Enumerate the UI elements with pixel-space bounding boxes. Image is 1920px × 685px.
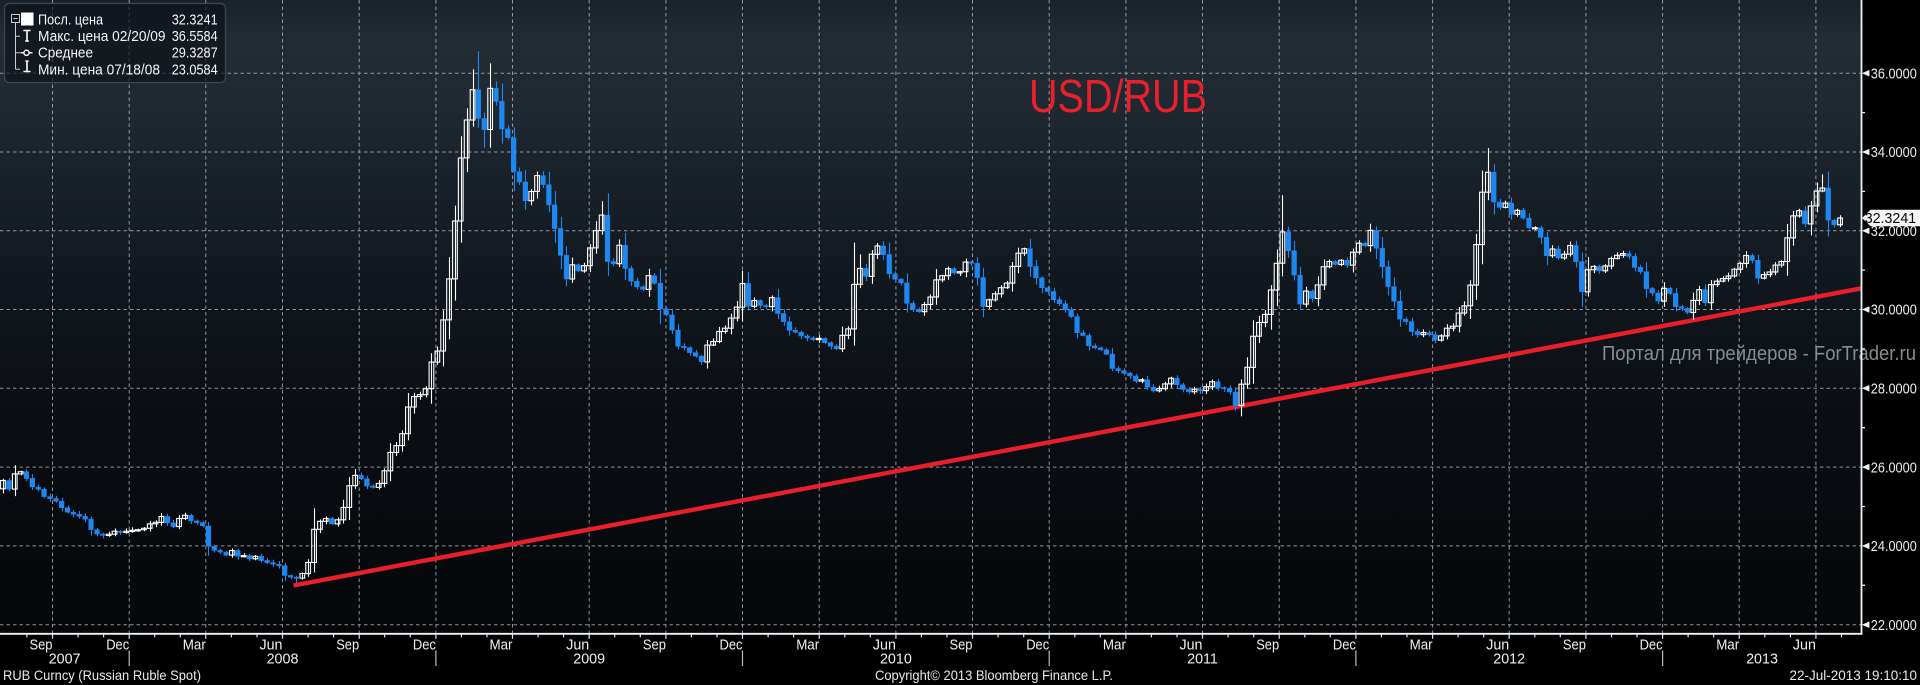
- svg-text:32.0000: 32.0000: [1871, 224, 1917, 240]
- svg-text:Среднее: Среднее: [38, 46, 93, 62]
- svg-text:36.0000: 36.0000: [1871, 66, 1917, 82]
- svg-text:USD/RUB: USD/RUB: [1029, 70, 1207, 122]
- svg-text:34.0000: 34.0000: [1871, 145, 1917, 161]
- svg-text:Sep: Sep: [950, 638, 973, 654]
- svg-text:RUB Curncy (Russian Ruble Spot: RUB Curncy (Russian Ruble Spot): [3, 668, 201, 683]
- svg-text:Jun: Jun: [566, 638, 589, 654]
- svg-text:Dec: Dec: [1333, 638, 1356, 654]
- svg-text:Mar: Mar: [1716, 638, 1739, 654]
- svg-text:Dec: Dec: [413, 638, 436, 654]
- svg-text:Sep: Sep: [336, 638, 359, 654]
- svg-text:Sep: Sep: [30, 638, 53, 654]
- svg-text:24.0000: 24.0000: [1871, 539, 1917, 555]
- svg-text:Mar: Mar: [1410, 638, 1433, 654]
- svg-text:2013: 2013: [1746, 652, 1778, 668]
- svg-text:Mar: Mar: [490, 638, 513, 654]
- svg-text:Jun: Jun: [1793, 638, 1816, 654]
- svg-text:30.0000: 30.0000: [1871, 303, 1917, 319]
- svg-text:Dec: Dec: [106, 638, 129, 654]
- svg-text:Jun: Jun: [1180, 638, 1203, 654]
- svg-text:Copyright© 2013 Bloomberg Fina: Copyright© 2013 Bloomberg Finance L.P.: [875, 668, 1113, 683]
- svg-text:22-Jul-2013 19:10:10: 22-Jul-2013 19:10:10: [1790, 668, 1918, 683]
- svg-text:2008: 2008: [267, 652, 299, 668]
- svg-text:28.0000: 28.0000: [1871, 382, 1917, 398]
- svg-text:2010: 2010: [880, 652, 912, 668]
- svg-text:Mar: Mar: [183, 638, 206, 654]
- svg-text:Dec: Dec: [1640, 638, 1663, 654]
- svg-text:36.5584: 36.5584: [172, 29, 218, 45]
- svg-text:22.0000: 22.0000: [1871, 618, 1917, 634]
- svg-text:32.3241: 32.3241: [172, 12, 218, 28]
- svg-text:Dec: Dec: [720, 638, 743, 654]
- svg-text:23.0584: 23.0584: [172, 62, 218, 78]
- svg-text:Макс. цена 02/20/09: Макс. цена 02/20/09: [38, 29, 166, 45]
- svg-text:Jun: Jun: [260, 638, 283, 654]
- svg-text:Mar: Mar: [796, 638, 819, 654]
- svg-text:2007: 2007: [49, 652, 81, 668]
- svg-text:32.3241: 32.3241: [1865, 211, 1917, 227]
- svg-text:Посл. цена: Посл. цена: [38, 12, 103, 28]
- svg-text:Портал для трейдеров - ForTrad: Портал для трейдеров - ForTrader.ru: [1602, 343, 1916, 365]
- svg-text:Jun: Jun: [1486, 638, 1509, 654]
- svg-text:Sep: Sep: [1256, 638, 1279, 654]
- svg-text:Мин. цена 07/18/08: Мин. цена 07/18/08: [38, 62, 160, 78]
- svg-text:Sep: Sep: [643, 638, 666, 654]
- svg-text:2009: 2009: [573, 652, 605, 668]
- svg-text:Mar: Mar: [1103, 638, 1126, 654]
- svg-text:2011: 2011: [1187, 652, 1218, 668]
- svg-text:2012: 2012: [1493, 652, 1525, 668]
- svg-text:Sep: Sep: [1563, 638, 1586, 654]
- svg-text:Dec: Dec: [1026, 638, 1049, 654]
- svg-text:29.3287: 29.3287: [172, 46, 218, 62]
- svg-text:Jun: Jun: [873, 638, 896, 654]
- svg-text:26.0000: 26.0000: [1871, 460, 1917, 476]
